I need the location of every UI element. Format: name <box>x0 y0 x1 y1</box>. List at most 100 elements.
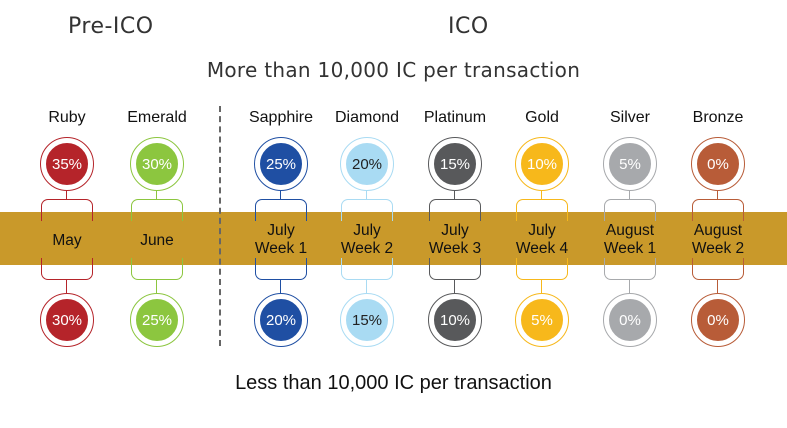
date-line-2: Week 4 <box>515 240 569 257</box>
tier-column: Platinum 15% July Week 3 10% <box>415 0 495 428</box>
top-rate-ring <box>40 137 94 191</box>
bottom-bracket <box>41 258 93 280</box>
date-label: May <box>12 232 122 250</box>
tier-column: Emerald 30% June 25% <box>117 0 197 428</box>
tier-name: Bronze <box>692 109 744 126</box>
bottom-rate-badge: 15% <box>343 296 391 344</box>
top-rate-ring <box>340 137 394 191</box>
bottom-rate-badge: 10% <box>431 296 479 344</box>
bottom-rate-badge: 20% <box>257 296 305 344</box>
bottom-rate-ring <box>691 293 745 347</box>
tier-name: Ruby <box>48 109 86 126</box>
date-line-2: Week 3 <box>428 240 482 257</box>
tier-name: Sapphire <box>248 109 314 126</box>
bottom-connector <box>366 279 367 293</box>
top-rate-ring <box>428 137 482 191</box>
ico-heading: ICO <box>448 14 489 39</box>
tier-column: Bronze 0% August Week 2 0% <box>678 0 758 428</box>
tier-column: Diamond 20% July Week 2 15% <box>327 0 407 428</box>
top-rate-ring <box>515 137 569 191</box>
tier-column: Sapphire 25% July Week 1 20% <box>241 0 321 428</box>
top-rate-badge: 10% <box>518 140 566 188</box>
bottom-rate-ring <box>515 293 569 347</box>
top-rate-badge: 15% <box>431 140 479 188</box>
bottom-connector <box>717 279 718 293</box>
tier-column: Gold 10% July Week 4 5% <box>502 0 582 428</box>
top-bracket <box>429 199 481 221</box>
bottom-bracket <box>255 258 307 280</box>
date-line-1: July <box>441 222 469 239</box>
bottom-connector <box>280 279 281 293</box>
top-rate-ring <box>130 137 184 191</box>
bottom-rate-ring <box>603 293 657 347</box>
top-rate-ring <box>254 137 308 191</box>
date-label: June <box>102 232 212 250</box>
bottom-bracket <box>341 258 393 280</box>
date-label: August Week 1 <box>575 222 685 258</box>
tier-name: Diamond <box>334 109 400 126</box>
top-connector <box>156 191 157 200</box>
top-connector <box>366 191 367 200</box>
date-line-1: July <box>528 222 556 239</box>
bottom-rate-badge: 25% <box>133 296 181 344</box>
top-connector <box>280 191 281 200</box>
pre-ico-heading: Pre-ICO <box>68 14 154 39</box>
date-label: July Week 4 <box>487 222 597 258</box>
bottom-bracket <box>604 258 656 280</box>
bottom-bracket <box>429 258 481 280</box>
tier-name: Silver <box>609 109 650 126</box>
top-connector <box>629 191 630 200</box>
top-rate-badge: 25% <box>257 140 305 188</box>
date-line-1: July <box>267 222 295 239</box>
date-line-1: August <box>605 222 655 239</box>
top-rate-ring <box>691 137 745 191</box>
top-bracket <box>604 199 656 221</box>
bottom-bracket <box>131 258 183 280</box>
top-bracket <box>341 199 393 221</box>
top-rate-badge: 35% <box>43 140 91 188</box>
date-line-1: August <box>693 222 743 239</box>
top-bracket <box>131 199 183 221</box>
date-label: August Week 2 <box>663 222 773 258</box>
bottom-connector <box>156 279 157 293</box>
bottom-connector <box>541 279 542 293</box>
top-bracket <box>255 199 307 221</box>
tier-name: Gold <box>525 109 559 126</box>
date-line-1: July <box>353 222 381 239</box>
tier-column: Ruby 35% May 30% <box>27 0 107 428</box>
date-label: July Week 3 <box>400 222 510 258</box>
top-rate-badge: 5% <box>606 140 654 188</box>
bottom-rate-ring <box>130 293 184 347</box>
top-connector <box>541 191 542 200</box>
tier-column: Silver 5% August Week 1 0% <box>590 0 670 428</box>
date-line-1: May <box>52 232 82 249</box>
date-line-1: June <box>140 232 174 249</box>
bottom-rate-badge: 0% <box>694 296 742 344</box>
bottom-rate-badge: 5% <box>518 296 566 344</box>
tier-name: Platinum <box>423 109 487 126</box>
top-connector <box>454 191 455 200</box>
top-bracket <box>516 199 568 221</box>
bottom-connector <box>66 279 67 293</box>
top-rate-badge: 20% <box>343 140 391 188</box>
bottom-bracket <box>692 258 744 280</box>
top-rate-badge: 30% <box>133 140 181 188</box>
bottom-rate-ring <box>254 293 308 347</box>
bottom-rate-ring <box>40 293 94 347</box>
date-line-2: Week 2 <box>340 240 394 257</box>
bottom-rate-badge: 0% <box>606 296 654 344</box>
bottom-bracket <box>516 258 568 280</box>
date-line-2: Week 1 <box>254 240 308 257</box>
bottom-caption: Less than 10,000 IC per transaction <box>235 372 552 394</box>
date-label: July Week 2 <box>312 222 422 258</box>
top-caption: More than 10,000 IC per transaction <box>206 58 581 82</box>
top-rate-badge: 0% <box>694 140 742 188</box>
bottom-connector <box>629 279 630 293</box>
tier-name: Emerald <box>127 109 187 126</box>
bottom-rate-ring <box>428 293 482 347</box>
top-bracket <box>692 199 744 221</box>
bottom-rate-badge: 30% <box>43 296 91 344</box>
date-label: July Week 1 <box>226 222 336 258</box>
top-bracket <box>41 199 93 221</box>
top-connector <box>66 191 67 200</box>
